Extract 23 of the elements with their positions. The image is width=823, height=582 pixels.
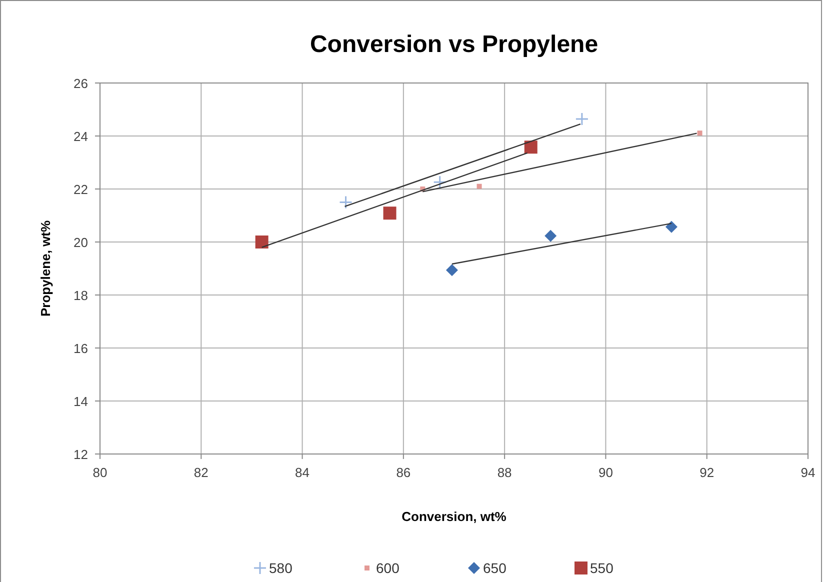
x-axis-title: Conversion, wt%: [402, 509, 507, 524]
legend-label: 550: [590, 560, 614, 576]
x-tick-label: 90: [598, 465, 613, 480]
legend-label: 580: [269, 560, 293, 576]
y-tick-label: 26: [74, 76, 88, 91]
x-tick-label: 86: [396, 465, 411, 480]
legend-label: 600: [376, 560, 400, 576]
y-tick-label: 18: [74, 288, 88, 303]
legend-label: 650: [483, 560, 507, 576]
y-tick-label: 24: [74, 129, 88, 144]
x-tick-label: 84: [295, 465, 310, 480]
y-tick-label: 16: [74, 341, 88, 356]
x-tick-label: 92: [700, 465, 714, 480]
y-tick-label: 20: [74, 235, 88, 250]
chart-title: Conversion vs Propylene: [310, 31, 598, 58]
x-tick-label: 94: [800, 465, 816, 480]
y-tick-label: 14: [74, 394, 88, 409]
y-axis-title: Propylene, wt%: [38, 220, 53, 317]
x-tick-label: 88: [497, 465, 512, 480]
x-tick-label: 82: [194, 465, 208, 480]
y-tick-label: 12: [74, 447, 88, 462]
y-tick-label: 22: [74, 182, 88, 197]
x-tick-label: 80: [92, 465, 108, 480]
